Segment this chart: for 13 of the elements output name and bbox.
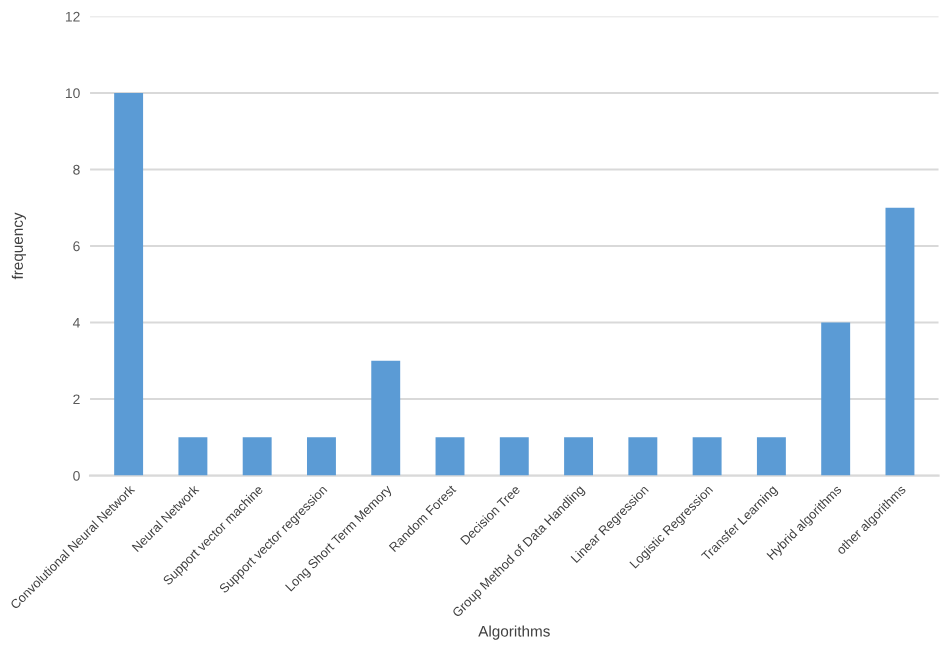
bar [371,360,401,476]
bar [564,437,594,476]
bar [821,322,851,476]
bar [242,437,272,476]
bar [756,437,786,476]
bar [499,437,529,476]
bar [692,437,722,476]
bar [435,437,465,476]
bar [178,437,208,476]
bar [307,437,336,476]
bar [885,207,915,476]
bar [628,437,658,476]
bar [114,92,144,476]
